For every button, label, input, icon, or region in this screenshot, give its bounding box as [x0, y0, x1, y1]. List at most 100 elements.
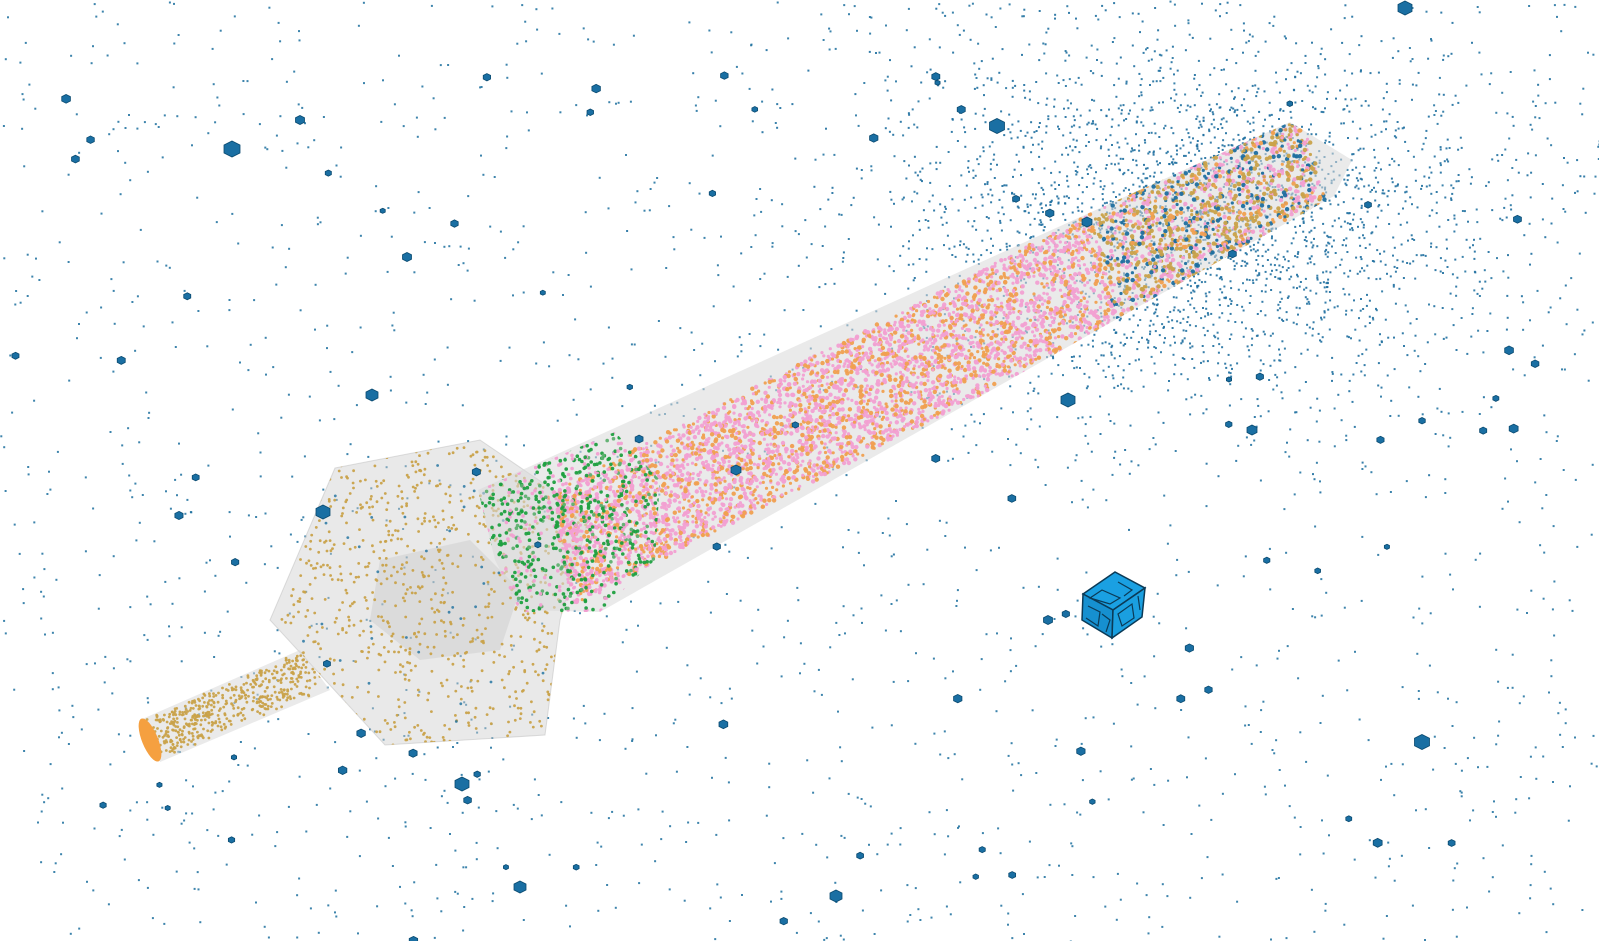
small-cube [156, 781, 163, 788]
small-cube [337, 765, 348, 775]
small-cube [164, 805, 171, 811]
hex-chamber-inner-face [370, 540, 520, 660]
small-cube [829, 889, 843, 903]
small-cube [1530, 359, 1540, 368]
small-cube [931, 454, 941, 463]
small-cube [1045, 208, 1055, 218]
small-cube [1081, 216, 1093, 228]
small-cube [1176, 694, 1186, 704]
inlet-orange-cap [138, 718, 162, 762]
small-cube [1513, 214, 1522, 224]
small-cube [720, 71, 729, 80]
small-cube [586, 108, 594, 116]
small-cube [1397, 0, 1413, 16]
small-cube [1414, 734, 1430, 750]
small-cube [1418, 417, 1426, 425]
small-cube [856, 851, 864, 860]
small-cube [712, 542, 721, 551]
small-cube [534, 541, 542, 549]
small-cube [708, 189, 716, 198]
small-cube [356, 728, 366, 738]
small-cube [730, 464, 742, 476]
small-cube [1060, 392, 1076, 408]
small-cube [1314, 567, 1321, 575]
narrow-inlet-tube [138, 650, 330, 762]
small-cube [1089, 798, 1096, 805]
small-cube [116, 355, 126, 365]
small-cube [1255, 372, 1264, 381]
small-cube [402, 252, 412, 262]
small-cube [463, 795, 472, 805]
small-cube [1225, 420, 1233, 428]
small-cube [99, 801, 107, 809]
small-cube [1479, 426, 1488, 435]
small-cube [1007, 494, 1017, 503]
small-cube [230, 754, 238, 761]
small-cube [231, 558, 240, 567]
small-cube [295, 115, 305, 125]
small-cube [1076, 746, 1086, 756]
cube-right-face [1111, 586, 1146, 640]
small-cube [1372, 837, 1383, 848]
small-cube [1012, 194, 1020, 203]
small-cube [408, 935, 419, 941]
small-cube [473, 770, 481, 778]
small-cube [513, 880, 527, 894]
small-cube [174, 510, 184, 521]
small-cube [408, 748, 418, 758]
small-cube [1376, 435, 1385, 444]
small-cube [1008, 871, 1017, 879]
small-cube [1246, 424, 1258, 436]
small-cube [1286, 100, 1294, 107]
small-cube [572, 863, 580, 871]
small-cube [1383, 543, 1390, 550]
small-cube [454, 776, 470, 792]
small-cube [223, 140, 241, 158]
small-cube [972, 873, 979, 880]
small-cube [1492, 394, 1500, 402]
small-cube [1204, 685, 1213, 694]
small-cube [751, 106, 759, 113]
small-cube [61, 94, 71, 104]
small-cube [953, 693, 963, 704]
small-cube [365, 388, 379, 402]
small-cube [1364, 200, 1372, 209]
small-cube [183, 292, 192, 301]
small-cube [626, 383, 633, 391]
small-cube [934, 79, 941, 86]
small-cube [1345, 815, 1353, 823]
small-cube [1263, 556, 1271, 564]
small-cube [1508, 423, 1519, 434]
small-cube [718, 719, 729, 730]
small-cube [11, 351, 20, 360]
small-cube [1043, 615, 1053, 625]
small-cube [1184, 643, 1194, 653]
small-cube [869, 133, 879, 143]
large-blue-mesh-cube[interactable] [1081, 571, 1147, 640]
small-cube [931, 72, 941, 82]
small-cube [539, 289, 546, 296]
small-cube [779, 917, 788, 926]
small-cube [634, 434, 644, 444]
small-cube [1447, 839, 1456, 847]
small-cube [323, 659, 331, 668]
cube-mesh-lines [1085, 581, 1141, 633]
small-cube [978, 846, 986, 854]
small-cube [379, 207, 386, 214]
small-cube [791, 421, 799, 429]
small-cube [1061, 609, 1070, 619]
small-cube [1225, 376, 1232, 383]
small-cube [591, 83, 601, 94]
small-cube [86, 135, 95, 144]
small-cube [1504, 345, 1514, 356]
small-cube [503, 864, 509, 871]
small-cube [956, 105, 966, 114]
small-blue-cubes [11, 0, 1540, 941]
small-cube [450, 219, 459, 228]
main-tube [478, 122, 1352, 612]
small-cube [324, 169, 332, 177]
small-cube [471, 467, 481, 477]
small-cube [989, 118, 1005, 134]
